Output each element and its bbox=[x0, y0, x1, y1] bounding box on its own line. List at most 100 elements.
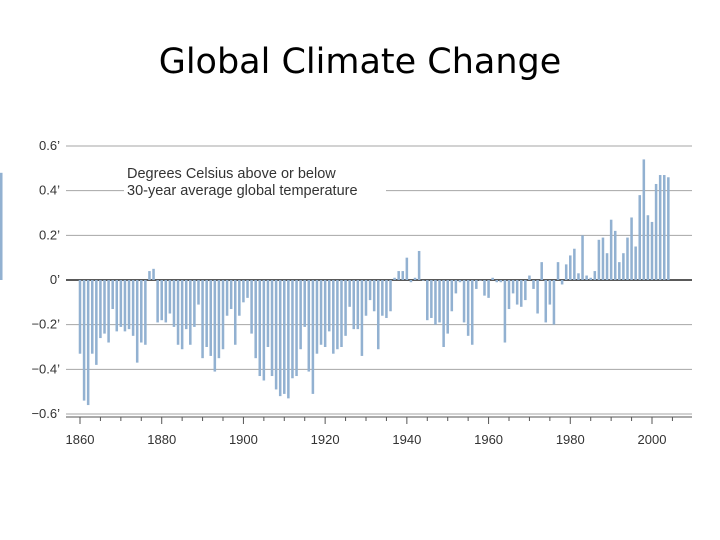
bar bbox=[291, 280, 294, 379]
bar bbox=[487, 280, 490, 298]
bar bbox=[99, 280, 102, 339]
bar bbox=[593, 271, 597, 280]
bar bbox=[107, 280, 110, 343]
bar bbox=[658, 175, 662, 280]
bar bbox=[209, 280, 213, 356]
x-tick-label: 2000 bbox=[638, 432, 667, 447]
bar bbox=[450, 280, 454, 312]
bar bbox=[176, 280, 180, 345]
bar bbox=[405, 257, 409, 280]
bar bbox=[430, 280, 433, 318]
x-tick-label: 1940 bbox=[392, 432, 421, 447]
bar bbox=[160, 280, 163, 321]
bar bbox=[127, 280, 131, 330]
bar bbox=[385, 280, 388, 318]
bar bbox=[148, 271, 151, 280]
bar bbox=[229, 280, 233, 310]
bar bbox=[479, 280, 482, 281]
bar bbox=[274, 280, 278, 390]
bar bbox=[164, 280, 168, 323]
bar bbox=[111, 280, 114, 310]
bar bbox=[654, 183, 658, 280]
bar bbox=[278, 280, 282, 397]
bar bbox=[544, 280, 548, 323]
bar bbox=[103, 280, 106, 334]
bar bbox=[458, 280, 462, 283]
bar bbox=[299, 280, 302, 350]
bar bbox=[552, 280, 556, 325]
bar bbox=[470, 280, 474, 345]
bar bbox=[0, 172, 3, 280]
bar bbox=[622, 253, 625, 280]
bar bbox=[642, 159, 646, 280]
bar bbox=[626, 237, 629, 280]
bar-series bbox=[0, 159, 670, 406]
bar bbox=[515, 280, 519, 305]
x-tick-label: 1880 bbox=[147, 432, 176, 447]
bar bbox=[524, 280, 527, 301]
bar bbox=[319, 280, 323, 345]
bar bbox=[609, 219, 613, 280]
bar bbox=[646, 215, 650, 280]
bar bbox=[254, 280, 257, 359]
bar bbox=[233, 280, 237, 345]
x-tick-label: 1960 bbox=[474, 432, 503, 447]
bar bbox=[466, 280, 470, 336]
bar bbox=[119, 280, 123, 327]
bar bbox=[491, 277, 494, 280]
bar bbox=[323, 280, 327, 347]
y-tick-label: 0’ bbox=[50, 272, 60, 287]
bar bbox=[397, 271, 400, 280]
x-axis: 1860 1880 1900 1920 1940 1960 1980 2000 bbox=[66, 416, 692, 447]
bar bbox=[499, 280, 503, 283]
bar bbox=[86, 280, 90, 406]
bar bbox=[336, 280, 339, 350]
bar bbox=[413, 277, 417, 280]
bar bbox=[180, 280, 184, 350]
slide-title: Global Climate Change bbox=[158, 42, 562, 82]
bar bbox=[589, 277, 592, 280]
bar bbox=[327, 280, 331, 332]
bar bbox=[548, 280, 552, 305]
bar bbox=[193, 280, 196, 327]
bar bbox=[201, 280, 204, 359]
bar bbox=[560, 280, 564, 285]
bar bbox=[82, 280, 86, 401]
bar bbox=[315, 280, 319, 354]
bar bbox=[393, 277, 396, 280]
bar bbox=[123, 280, 127, 332]
bar bbox=[462, 280, 466, 323]
bar bbox=[372, 280, 376, 312]
bar bbox=[667, 177, 670, 280]
bar bbox=[401, 271, 405, 280]
bar bbox=[217, 280, 221, 359]
bar bbox=[634, 246, 637, 280]
bar bbox=[573, 248, 576, 280]
bar bbox=[95, 280, 98, 365]
bar bbox=[503, 280, 507, 343]
bar bbox=[475, 280, 478, 289]
bar bbox=[532, 280, 535, 289]
bar bbox=[507, 280, 511, 310]
bar bbox=[311, 280, 315, 394]
bar bbox=[421, 280, 425, 281]
bar bbox=[258, 280, 262, 377]
bar bbox=[605, 253, 609, 280]
bar bbox=[630, 217, 633, 280]
bar bbox=[242, 280, 245, 303]
y-tick-label: −0.6’ bbox=[31, 406, 60, 421]
bar bbox=[115, 280, 119, 332]
x-tick-label: 1920 bbox=[311, 432, 340, 447]
bar bbox=[221, 280, 225, 350]
bar bbox=[184, 280, 188, 330]
bar bbox=[662, 175, 666, 280]
bar bbox=[426, 280, 429, 321]
bar bbox=[417, 250, 421, 280]
bar bbox=[246, 280, 249, 298]
bar bbox=[152, 268, 155, 280]
bar bbox=[78, 280, 82, 354]
annotation-background bbox=[124, 165, 386, 181]
y-tick-label: 0.6’ bbox=[39, 138, 60, 153]
bar bbox=[205, 280, 208, 347]
